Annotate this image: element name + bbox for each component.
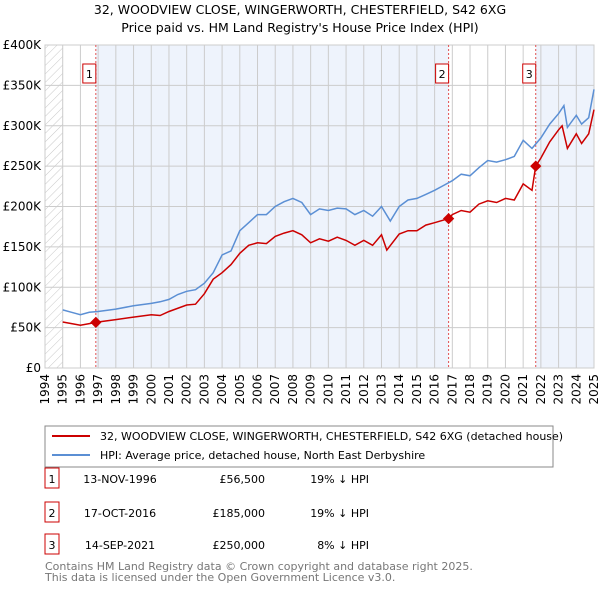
sale-label-box: 1 (82, 63, 97, 84)
y-tick-label: £150K (3, 240, 43, 254)
x-tick-label: 2010 (321, 374, 335, 405)
x-tick-label: 2004 (215, 374, 229, 405)
plot-border (44, 44, 595, 369)
x-tick-label: 2017 (445, 374, 459, 405)
x-tick-label: 2012 (357, 374, 371, 405)
y-tick-label: £300K (3, 119, 43, 133)
sale-label-border (522, 63, 537, 84)
property-price-line (62, 109, 595, 326)
footer-line-2: This data is licensed under the Open Gov… (44, 571, 395, 584)
x-tick-label: 2003 (197, 374, 211, 405)
x-tick-label: 2001 (162, 374, 176, 405)
sale-label-border (82, 63, 97, 84)
row-number-box (44, 467, 60, 489)
sales-table: 1 13-NOV-1996 £56,500 19% ↓ HPI 2 17-OCT-2016… (44, 467, 369, 555)
x-tick-label: 2015 (410, 374, 424, 405)
sale-label-box: 2 (435, 63, 450, 84)
x-tick-label: 2020 (498, 374, 512, 405)
x-tick-label: 2024 (569, 374, 583, 405)
sale-label-box: 3 (522, 63, 537, 84)
row-date: 17-OCT-2016 (84, 507, 156, 520)
y-tick-label: £400K (3, 38, 43, 52)
x-tick-label: 2009 (304, 374, 318, 405)
sale-label-border (435, 63, 450, 84)
y-tick-label: £50K (10, 321, 42, 335)
table-row: 1 13-NOV-1996 £56,500 19% ↓ HPI (44, 467, 369, 489)
x-tick-label: 2019 (481, 374, 495, 405)
x-tick-label: 2025 (587, 374, 600, 405)
x-tick-label: 1999 (127, 374, 141, 405)
x-tick-label: 2011 (339, 374, 353, 405)
legend-property-label: 32, WOODVIEW CLOSE, WINGERWORTH, CHESTER… (100, 430, 563, 443)
x-tick-label: 1995 (56, 374, 70, 405)
x-tick-label: 2023 (552, 374, 566, 405)
sale-point (442, 212, 455, 225)
x-tick-label: 2002 (180, 374, 194, 405)
footer-line-1: Contains HM Land Registry data © Crown c… (45, 560, 473, 573)
sale-label-number: 2 (439, 68, 446, 81)
x-tick-label: 1994 (38, 374, 52, 405)
table-row: 2 17-OCT-2016 £185,000 19% ↓ HPI (44, 501, 369, 523)
row-hpi-diff: 19% ↓ HPI (310, 473, 369, 486)
hpi-line (62, 89, 595, 316)
y-tick-label: £100K (3, 280, 43, 294)
sale-label-number: 1 (86, 68, 93, 81)
row-number: 1 (49, 473, 56, 486)
x-tick-label: 2007 (268, 374, 282, 405)
legend-hpi-label: HPI: Average price, detached house, Nort… (100, 449, 425, 462)
row-number: 3 (49, 539, 56, 552)
x-tick-label: 2008 (286, 374, 300, 405)
row-number: 2 (49, 507, 56, 520)
x-tick-label: 2016 (428, 374, 442, 405)
sale-label-number: 3 (526, 68, 533, 81)
sale-point (530, 160, 542, 172)
row-number-box (44, 533, 60, 555)
x-tick-label: 1996 (73, 374, 87, 405)
chart-subtitle: Price paid vs. HM Land Registry's House … (121, 20, 478, 35)
x-tick-label: 1998 (109, 374, 123, 405)
y-tick-label: £250K (3, 159, 43, 173)
x-tick-label: 2021 (516, 374, 530, 405)
x-tick-label: 2013 (374, 374, 388, 405)
x-tick-label: 2018 (463, 374, 477, 405)
row-price: £250,000 (213, 539, 266, 552)
y-tick-label: £350K (3, 78, 43, 92)
x-tick-label: 2014 (392, 374, 406, 405)
row-date: 14-SEP-2021 (85, 539, 155, 552)
y-tick-label: £200K (3, 200, 43, 214)
y-tick-label: £0 (26, 361, 41, 375)
x-tick-label: 2000 (144, 374, 158, 405)
x-tick-label: 1997 (91, 374, 105, 405)
row-hpi-diff: 8% ↓ HPI (317, 539, 369, 552)
x-tick-label: 2005 (233, 374, 247, 405)
x-tick-label: 2022 (534, 374, 548, 405)
row-price: £56,500 (220, 473, 266, 486)
row-hpi-diff: 19% ↓ HPI (310, 507, 369, 520)
chart-title: 32, WOODVIEW CLOSE, WINGERWORTH, CHESTER… (94, 2, 506, 17)
row-date: 13-NOV-1996 (83, 473, 157, 486)
table-row: 3 14-SEP-2021 £250,000 8% ↓ HPI (44, 533, 369, 555)
plot-area: 1994 1995 1996 1997 1998 1999 2000 2001 2002 2003… (3, 38, 600, 405)
legend: 32, WOODVIEW CLOSE, WINGERWORTH, CHESTER… (44, 425, 563, 468)
x-tick-label: 2006 (251, 374, 265, 405)
row-number-box (44, 501, 60, 523)
row-price: £185,000 (213, 507, 266, 520)
